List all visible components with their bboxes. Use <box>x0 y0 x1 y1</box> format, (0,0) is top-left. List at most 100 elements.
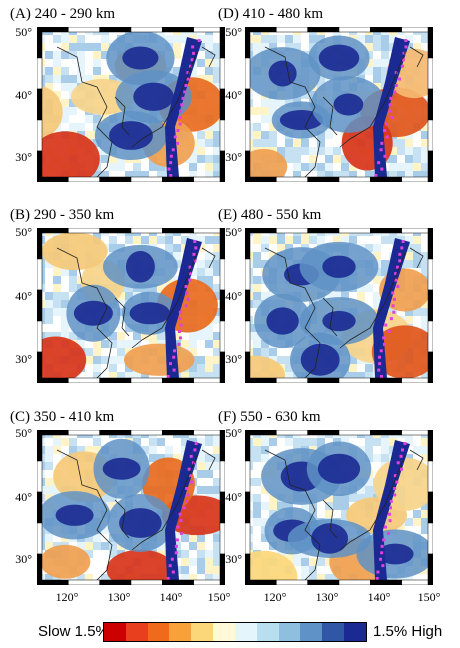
tomo-cell <box>333 147 341 155</box>
frame-tick <box>370 176 402 182</box>
seismicity-marker <box>166 577 170 580</box>
seismicity-marker <box>384 122 388 126</box>
tomo-cell <box>373 43 381 51</box>
tomo-cell <box>101 163 109 171</box>
tomo-cell <box>69 446 77 454</box>
fast-anomaly <box>279 109 323 131</box>
tomo-cell <box>261 348 269 356</box>
tomo-cell <box>205 236 213 244</box>
frame-tick <box>68 377 100 383</box>
tomo-cell <box>205 171 213 179</box>
scale-swatch <box>169 623 192 641</box>
seismicity-marker <box>400 64 404 68</box>
tomo-cell <box>381 454 389 462</box>
tomo-cell <box>413 43 421 51</box>
tomo-cell <box>373 462 381 470</box>
panel-C <box>37 430 225 585</box>
tomo-cell <box>77 123 85 131</box>
tomo-cell <box>277 139 285 147</box>
seismicity-marker <box>382 336 386 340</box>
coastline <box>56 247 113 383</box>
tomo-cell <box>269 438 277 446</box>
tomo-cell <box>333 155 341 163</box>
seismicity-marker <box>186 77 190 81</box>
tomo-cell <box>101 558 109 566</box>
tomo-cell <box>213 244 221 252</box>
tomo-cell <box>405 147 413 155</box>
lat-label: 50° <box>15 25 32 39</box>
tomo-cell <box>261 107 269 115</box>
tomo-cell <box>205 131 213 139</box>
tomo-cell <box>173 340 181 348</box>
tomo-cell <box>381 438 389 446</box>
tomo-cell <box>77 268 85 276</box>
tomo-cell <box>109 550 117 558</box>
tomo-cell <box>85 574 93 582</box>
tomo-cell <box>341 372 349 380</box>
tomo-cell <box>373 300 381 308</box>
coastline <box>339 454 406 551</box>
tomo-cell <box>133 236 141 244</box>
tomo-cell <box>101 51 109 59</box>
tomo-cell <box>365 454 373 462</box>
tomo-cell <box>325 558 333 566</box>
tomo-cell <box>309 566 317 574</box>
tomo-cell <box>421 171 429 179</box>
seismicity-marker <box>169 161 173 165</box>
tomo-cell <box>405 260 413 268</box>
tomo-cell <box>285 147 293 155</box>
tomo-cell <box>317 147 325 155</box>
tomo-cell <box>301 91 309 99</box>
seismicity-marker <box>396 265 400 269</box>
tomo-cell <box>365 67 373 75</box>
tomo-cell <box>101 356 109 364</box>
slow-anomaly <box>245 148 288 182</box>
tomo-cell <box>213 332 221 340</box>
tomo-cell <box>381 35 389 43</box>
frame-tick <box>130 176 163 182</box>
map-D <box>245 27 433 182</box>
seismicity-marker <box>190 58 194 62</box>
tomo-cell <box>61 35 69 43</box>
frame-tick <box>370 430 402 436</box>
tomo-cell <box>421 35 429 43</box>
tomo-cell <box>45 83 53 91</box>
tomo-cell <box>157 372 165 380</box>
frame-tick <box>427 430 433 462</box>
tomo-cell <box>261 502 269 510</box>
tomo-cell <box>45 316 53 324</box>
tomo-cell <box>149 236 157 244</box>
tomo-cell <box>157 542 165 550</box>
tomo-cell <box>405 446 413 454</box>
tomo-cell <box>381 51 389 59</box>
tomo-cell <box>189 171 197 179</box>
tomo-cell <box>253 542 261 550</box>
tomo-cell <box>333 292 341 300</box>
tomo-cell <box>45 542 53 550</box>
coastline <box>339 51 406 148</box>
tomo-cell <box>181 574 189 582</box>
slab-band <box>165 238 202 378</box>
tomo-cell <box>197 139 205 147</box>
tomo-cell <box>213 566 221 574</box>
tomo-cell <box>261 542 269 550</box>
tomo-cell <box>285 356 293 364</box>
frame-tick <box>219 258 225 291</box>
seismicity-marker <box>392 310 396 314</box>
lat-label: 30° <box>15 352 32 366</box>
tomo-cell <box>213 324 221 332</box>
fast-anomaly <box>300 343 340 376</box>
tomo-cell <box>405 171 413 179</box>
tomo-cell <box>421 131 429 139</box>
tomo-cell <box>261 486 269 494</box>
tomo-cell <box>405 526 413 534</box>
fast-anomaly <box>322 255 356 278</box>
tomo-cell <box>69 284 77 292</box>
seismicity-marker <box>193 448 197 452</box>
tomo-cell <box>277 244 285 252</box>
tomo-cell <box>197 454 205 462</box>
tomo-cell <box>93 348 101 356</box>
tomo-cell <box>181 550 189 558</box>
tomo-cell <box>253 438 261 446</box>
tomo-cell <box>157 454 165 462</box>
